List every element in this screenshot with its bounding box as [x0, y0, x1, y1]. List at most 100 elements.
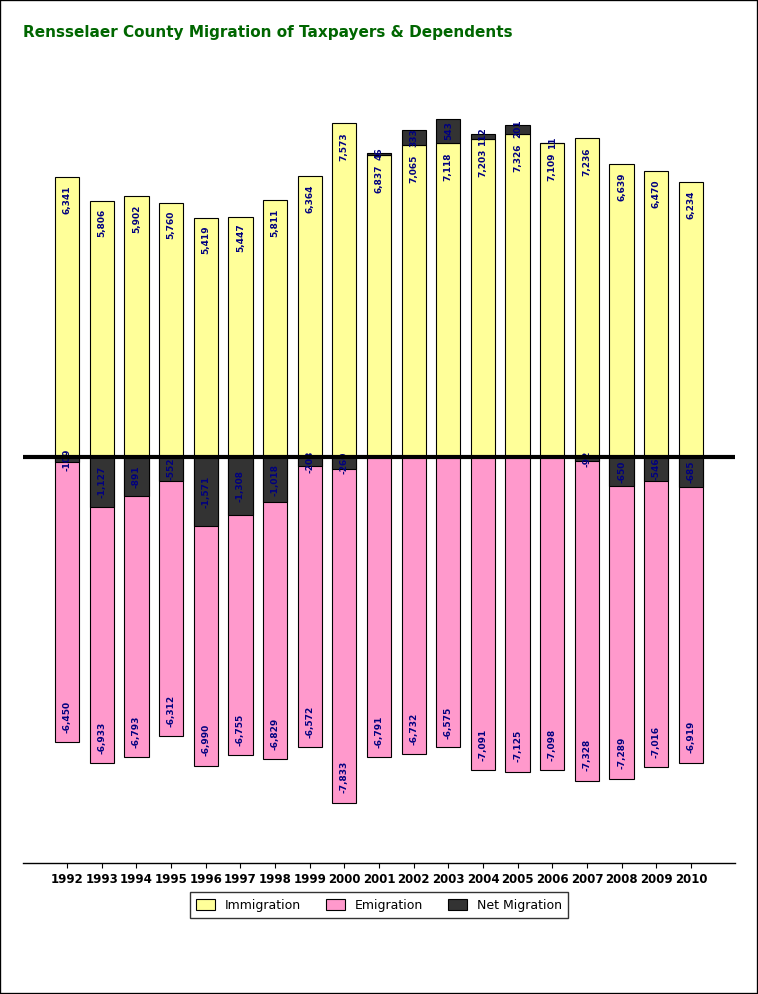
Text: 6,470: 6,470: [652, 180, 661, 209]
Bar: [575, 457, 599, 461]
Text: 543: 543: [443, 121, 453, 140]
Bar: [402, 457, 426, 754]
Text: -650: -650: [617, 460, 626, 482]
Text: 5,419: 5,419: [201, 225, 210, 253]
Text: -1,308: -1,308: [236, 470, 245, 502]
Bar: [89, 457, 114, 763]
Bar: [402, 130, 426, 145]
Text: -1,018: -1,018: [271, 463, 280, 495]
Text: 6,234: 6,234: [687, 190, 695, 219]
Text: 6,639: 6,639: [617, 173, 626, 201]
Bar: [228, 457, 252, 515]
Bar: [609, 457, 634, 486]
Text: -891: -891: [132, 465, 141, 488]
Text: 7,326: 7,326: [513, 143, 522, 172]
Bar: [193, 218, 218, 457]
Text: -6,575: -6,575: [443, 707, 453, 739]
Bar: [436, 457, 460, 747]
Bar: [263, 201, 287, 457]
Text: -6,990: -6,990: [201, 725, 210, 756]
Text: -6,933: -6,933: [97, 722, 106, 754]
Bar: [678, 182, 703, 457]
Bar: [89, 457, 114, 507]
Bar: [263, 457, 287, 758]
Bar: [55, 177, 80, 457]
Bar: [263, 457, 287, 502]
Text: -6,793: -6,793: [132, 716, 141, 747]
Bar: [55, 457, 80, 462]
Text: 7,236: 7,236: [582, 147, 591, 176]
Legend: Immigration, Emigration, Net Migration: Immigration, Emigration, Net Migration: [190, 893, 568, 917]
Text: 6,341: 6,341: [63, 186, 71, 214]
Text: -6,829: -6,829: [271, 718, 280, 749]
Text: Rensselaer County Migration of Taxpayers & Dependents: Rensselaer County Migration of Taxpayers…: [23, 25, 512, 40]
Bar: [89, 201, 114, 457]
Text: -260: -260: [340, 451, 349, 474]
Bar: [644, 457, 669, 766]
Text: 112: 112: [478, 127, 487, 146]
Text: -1,127: -1,127: [97, 466, 106, 498]
Bar: [436, 118, 460, 143]
Bar: [506, 457, 530, 771]
Bar: [367, 457, 391, 756]
Text: -1,571: -1,571: [201, 475, 210, 508]
Text: -7,833: -7,833: [340, 760, 349, 792]
Text: 5,806: 5,806: [97, 209, 106, 237]
Bar: [228, 457, 252, 755]
Bar: [124, 457, 149, 496]
Bar: [540, 457, 565, 770]
Bar: [609, 457, 634, 779]
Bar: [193, 457, 218, 765]
Bar: [540, 143, 565, 457]
Text: -6,755: -6,755: [236, 714, 245, 746]
Text: -208: -208: [305, 450, 315, 473]
Bar: [575, 137, 599, 457]
Text: 6,364: 6,364: [305, 185, 315, 213]
Bar: [159, 457, 183, 736]
Text: 5,811: 5,811: [271, 208, 280, 237]
Bar: [298, 176, 322, 457]
Text: 7,118: 7,118: [443, 152, 453, 181]
Text: -6,312: -6,312: [167, 695, 176, 728]
Bar: [332, 457, 356, 803]
Bar: [298, 457, 322, 747]
Text: 333: 333: [409, 128, 418, 147]
Text: -6,791: -6,791: [374, 716, 384, 747]
Text: -92: -92: [582, 451, 591, 467]
Bar: [193, 457, 218, 527]
Text: 7,573: 7,573: [340, 132, 349, 161]
Bar: [678, 457, 703, 487]
Text: 11: 11: [548, 136, 557, 149]
Text: 6,837: 6,837: [374, 164, 384, 193]
Bar: [471, 139, 495, 457]
Bar: [644, 171, 669, 457]
Bar: [332, 457, 356, 468]
Bar: [402, 145, 426, 457]
Text: -7,289: -7,289: [617, 737, 626, 769]
Bar: [506, 124, 530, 133]
Bar: [124, 457, 149, 757]
Text: -6,919: -6,919: [687, 721, 695, 753]
Text: -546: -546: [652, 458, 661, 480]
Bar: [228, 217, 252, 457]
Text: -552: -552: [167, 458, 176, 480]
Text: 5,760: 5,760: [167, 211, 176, 239]
Text: 5,902: 5,902: [132, 204, 141, 233]
Bar: [575, 457, 599, 780]
Bar: [124, 197, 149, 457]
Bar: [367, 153, 391, 155]
Text: -6,732: -6,732: [409, 713, 418, 746]
Text: -7,328: -7,328: [582, 739, 591, 771]
Bar: [644, 457, 669, 481]
Bar: [471, 457, 495, 770]
Bar: [436, 143, 460, 457]
Bar: [159, 457, 183, 481]
Bar: [471, 134, 495, 139]
Bar: [367, 155, 391, 457]
Text: -685: -685: [687, 461, 695, 483]
Text: -7,125: -7,125: [513, 730, 522, 762]
Bar: [609, 164, 634, 457]
Text: 7,109: 7,109: [548, 152, 557, 181]
Bar: [159, 203, 183, 457]
Text: 46: 46: [374, 148, 384, 160]
